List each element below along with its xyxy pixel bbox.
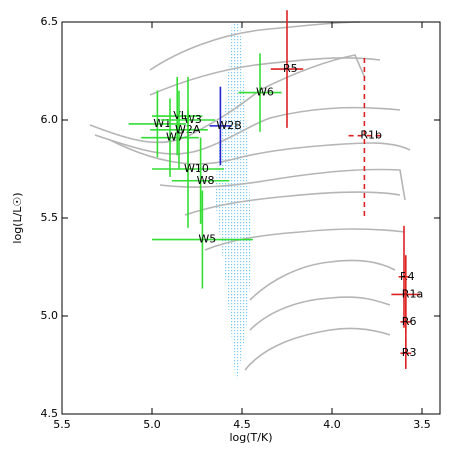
y-tick-label: 6.0	[41, 113, 59, 126]
x-tick-label: 5.0	[143, 418, 161, 431]
star-label: VL	[173, 109, 188, 122]
y-tick-label: 5.0	[41, 309, 59, 322]
star-label: W2B	[216, 119, 241, 132]
star-label: R1a	[402, 287, 423, 300]
star-label: W10	[184, 162, 209, 175]
tracks	[89, 21, 411, 371]
x-tick-label: 5.5	[53, 418, 71, 431]
star-label: R3	[402, 346, 417, 359]
star-label: W7	[166, 131, 184, 144]
y-tick-label: 5.5	[41, 211, 59, 224]
x-tick-label: 4.5	[233, 418, 251, 431]
x-tick-label: 4.0	[323, 418, 341, 431]
y-tick-label: 4.5	[41, 407, 59, 420]
x-axis-label: log(T/K)	[230, 431, 273, 444]
star-label: R1b	[360, 129, 382, 142]
y-axis-label: log(L/L☉)	[11, 192, 24, 243]
star-label: W5	[198, 233, 216, 246]
y-tick-label: 6.5	[41, 15, 59, 28]
star-label: R6	[402, 315, 417, 328]
star-label: W8	[197, 174, 215, 187]
x-tick-label: 3.5	[413, 418, 431, 431]
star-label: W6	[256, 86, 274, 99]
star-label: R4	[400, 270, 415, 283]
plot-frame	[61, 21, 441, 415]
star-label: R5	[283, 62, 298, 75]
star-label: W1	[153, 117, 171, 130]
